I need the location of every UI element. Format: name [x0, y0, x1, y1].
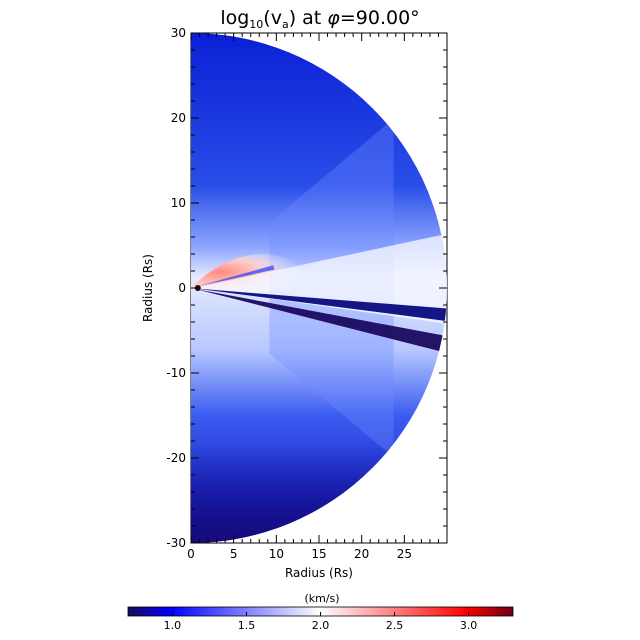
colorbar-tick-label: 3.0: [460, 619, 478, 632]
y-axis-title: Radius (Rs): [141, 254, 155, 322]
colorbar-ticks: 1.0 1.5 2.0 2.5 3.0: [164, 612, 478, 632]
y-axis-ticks: 30 20 10 0 -10 -20 -30: [166, 26, 447, 550]
y-tick-label: -30: [166, 536, 186, 550]
chart-title: log10(va) at φ=90.00°: [220, 7, 419, 31]
y-tick-label: 0: [178, 281, 186, 295]
y-tick-label: 30: [171, 26, 186, 40]
y-tick-label: -20: [166, 451, 186, 465]
title-var-sub: a: [282, 18, 289, 31]
title-prefix: log: [220, 7, 249, 29]
x-axis-title: Radius (Rs): [285, 566, 353, 580]
y-tick-label: 20: [171, 111, 186, 125]
dark-streamer-2: [199, 289, 447, 354]
colorbar-label: (km/s): [304, 592, 339, 605]
title-sub: 10: [249, 18, 263, 31]
colorbar-tick-label: 2.5: [386, 619, 404, 632]
x-tick-label: 5: [230, 547, 238, 561]
colorbar-tick-label: 1.5: [238, 619, 256, 632]
x-tick-label: 20: [354, 547, 369, 561]
colorbar-tick-label: 1.0: [164, 619, 182, 632]
x-tick-label: 15: [311, 547, 326, 561]
title-rest: ) at: [289, 7, 328, 29]
y-tick-label: -10: [166, 366, 186, 380]
title-phi: φ: [327, 7, 340, 29]
white-band: [195, 233, 447, 325]
colorbar-tick-label: 2.0: [312, 619, 330, 632]
x-tick-label: 0: [187, 547, 195, 561]
title-angle: =90.00°: [340, 7, 420, 29]
x-tick-label: 10: [269, 547, 284, 561]
x-tick-label: 25: [397, 547, 412, 561]
x-axis-ticks: 0 5 10 15 20 25: [187, 33, 448, 561]
upper-edge-streak: [199, 265, 275, 287]
y-tick-label: 10: [171, 196, 186, 210]
dark-streamer-1: [199, 288, 447, 322]
title-var: (v: [263, 7, 282, 29]
